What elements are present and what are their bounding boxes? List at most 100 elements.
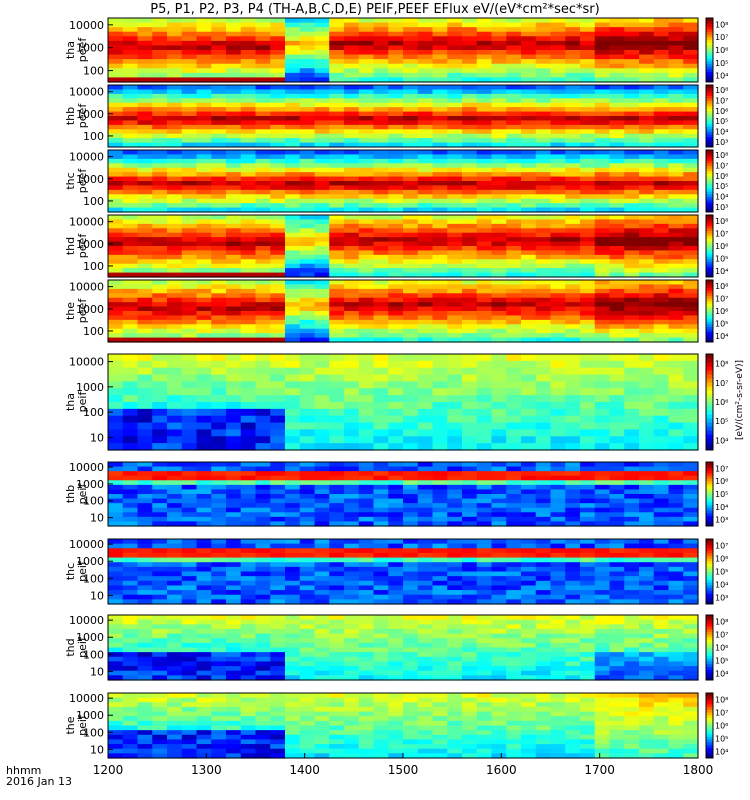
heatmap-cell — [211, 498, 227, 504]
heatmap-cell — [462, 480, 478, 486]
heatmap-cell — [550, 521, 566, 527]
colorbar-step — [706, 598, 713, 602]
heatmap-cell — [344, 93, 360, 99]
heatmap-cell — [137, 280, 153, 286]
heatmap-cell — [462, 176, 478, 182]
heatmap-cell — [521, 333, 537, 339]
heatmap-cell — [181, 475, 198, 481]
heatmap-cell — [270, 471, 286, 477]
heatmap-cell — [388, 85, 404, 91]
heatmap-cell — [226, 642, 242, 649]
heatmap-cell — [122, 68, 139, 74]
heatmap-cell — [270, 494, 286, 500]
colorbar-step — [706, 68, 713, 72]
heatmap-cell — [255, 107, 271, 113]
colorbar-step — [706, 414, 713, 419]
heatmap-cell — [358, 36, 375, 42]
heatmap-cell — [491, 590, 507, 596]
heatmap-cell — [181, 656, 198, 663]
heatmap-cell — [211, 374, 227, 383]
heatmap-cell — [550, 571, 566, 577]
heatmap-cell — [270, 302, 286, 308]
heatmap-cell — [285, 36, 301, 42]
heatmap-cell — [373, 489, 389, 495]
heatmap-cell — [535, 246, 552, 252]
heatmap-cell — [403, 280, 419, 286]
heatmap-cell — [108, 288, 124, 294]
heatmap-cell — [196, 36, 212, 42]
heatmap-cell — [639, 475, 655, 481]
heatmap-cell — [506, 158, 522, 164]
heatmap-cell — [417, 471, 434, 477]
colorbar-step — [706, 150, 713, 154]
heatmap-cell — [668, 232, 684, 238]
heatmap-cell — [240, 507, 257, 513]
heatmap-cell — [521, 237, 537, 243]
heatmap-cell — [314, 415, 330, 424]
heatmap-cell — [270, 63, 286, 69]
heatmap-cell — [329, 395, 345, 403]
panel-label: thdpeef — [64, 233, 89, 259]
heatmap-cell — [270, 590, 286, 596]
heatmap-cell — [285, 507, 301, 513]
heatmap-cell — [137, 466, 153, 472]
heatmap-cell — [624, 599, 640, 605]
heatmap-cell — [491, 429, 507, 437]
colorbar-step — [706, 274, 713, 278]
heatmap-cell — [668, 189, 684, 195]
heatmap-cell — [388, 228, 404, 234]
heatmap-cell — [329, 548, 345, 554]
colorbar-frame — [705, 17, 714, 83]
heatmap-cell — [432, 259, 448, 265]
heatmap-cell — [285, 594, 301, 600]
heatmap-cell — [624, 498, 640, 504]
heatmap-cell — [270, 571, 286, 577]
heatmap-cell — [535, 324, 552, 330]
heatmap-cell — [653, 154, 670, 160]
heatmap-cell — [462, 466, 478, 472]
heatmap-cell — [565, 562, 581, 568]
heatmap-cell — [594, 116, 611, 122]
heatmap-cell — [255, 302, 271, 308]
y-tick-label: 1000 — [76, 303, 104, 316]
heatmap-cell — [550, 129, 566, 135]
heatmap-cell — [683, 215, 699, 221]
heatmap-cell — [580, 77, 596, 83]
colorbar-tick-label: 10⁷ — [715, 379, 728, 388]
heatmap-cell — [167, 31, 183, 37]
heatmap-cell — [417, 259, 434, 265]
heatmap-cell — [108, 111, 124, 117]
heatmap-cell — [624, 272, 640, 278]
heatmap-cell — [211, 31, 227, 37]
heatmap-cell — [565, 315, 581, 321]
heatmap-cell — [594, 181, 611, 187]
heatmap-cell — [181, 293, 198, 299]
heatmap-cell — [462, 521, 478, 527]
heatmap-cell — [432, 302, 448, 308]
heatmap-cell — [167, 63, 183, 69]
heatmap-cell — [491, 566, 507, 573]
heatmap-cell — [565, 429, 581, 437]
heatmap-cell — [285, 337, 301, 343]
heatmap-cell — [668, 40, 684, 47]
heatmap-cell — [432, 272, 448, 278]
heatmap-cell — [255, 223, 271, 229]
colorbar-tick-label: 10⁷ — [715, 542, 728, 551]
heatmap-cell — [447, 50, 463, 56]
heatmap-cell — [388, 167, 404, 173]
heatmap-cell — [270, 241, 286, 247]
heatmap-cell — [580, 498, 596, 504]
heatmap-cell — [211, 158, 227, 164]
heatmap-cell — [683, 516, 699, 523]
heatmap-cell — [580, 181, 596, 187]
heatmap-cell — [270, 263, 286, 269]
heatmap-cell — [668, 181, 684, 187]
heatmap-cell — [358, 124, 375, 130]
heatmap-cell — [535, 241, 552, 247]
heatmap-cell — [447, 194, 463, 200]
heatmap-cell — [403, 254, 419, 260]
heatmap-cell — [550, 228, 566, 234]
heatmap-cell — [196, 675, 212, 681]
heatmap-cell — [550, 163, 566, 169]
